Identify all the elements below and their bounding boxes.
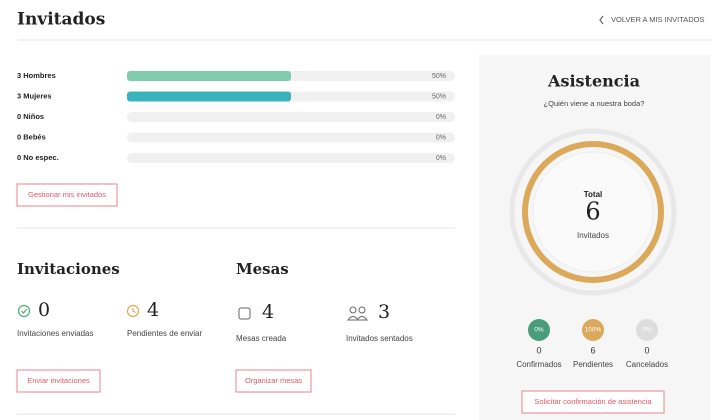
row-percent: 0% xyxy=(436,155,446,162)
seated-label: Invitados sentados xyxy=(346,334,413,343)
status-count: 0 xyxy=(536,345,541,355)
request-button[interactable] xyxy=(521,390,665,414)
back-link[interactable]: VOLVER A MIS INVITADOS xyxy=(611,15,705,24)
pending-icon xyxy=(126,304,140,318)
status-label: Pendientes xyxy=(573,360,613,369)
tables-icon xyxy=(238,307,251,320)
bar-fill xyxy=(127,91,291,102)
tables-button[interactable] xyxy=(235,369,312,393)
send-button-label[interactable]: Enviar invitaciones xyxy=(27,376,90,385)
status-percent: 100% xyxy=(585,327,602,334)
total-value: 6 xyxy=(585,198,600,226)
page-title: Invitados xyxy=(17,10,105,30)
bar-fill xyxy=(127,71,291,81)
invitations-title: Invitaciones xyxy=(17,260,120,278)
row-label: 0 No espec. xyxy=(17,153,59,162)
pending-icon-hands xyxy=(132,308,136,314)
row-percent: 0% xyxy=(436,134,446,141)
tables-title: Mesas xyxy=(236,260,289,278)
bar-track xyxy=(127,153,455,163)
manage-button[interactable] xyxy=(16,183,118,207)
row-label: 3 Hombres xyxy=(17,71,56,80)
ring-arc xyxy=(522,141,664,283)
pending-value: 4 xyxy=(147,299,159,321)
row-percent: 50% xyxy=(432,73,446,80)
back-chevron[interactable] xyxy=(599,15,604,25)
send-button[interactable] xyxy=(16,369,101,393)
status-badge xyxy=(582,319,604,341)
status-count: 6 xyxy=(590,345,595,355)
row-percent: 50% xyxy=(432,93,446,100)
row-label: 0 Bebés xyxy=(17,132,46,141)
status-count: 0 xyxy=(644,345,649,355)
status-percent: 0% xyxy=(534,327,544,334)
row-percent: 0% xyxy=(436,114,446,121)
pending-label: Pendientes de enviar xyxy=(127,329,203,338)
sent-icon xyxy=(17,304,31,318)
manage-button-label[interactable]: Gestionar mis invitados xyxy=(28,190,106,199)
guest-rows: 3 Hombres 50% 3 Mujeres 50% 0 Niños 0% 0 Bebés… xyxy=(17,71,455,163)
sent-value: 0 xyxy=(38,299,50,321)
status-percent: 0% xyxy=(642,327,652,334)
total-caption: Invitados xyxy=(577,231,609,240)
outer-ring xyxy=(509,128,677,296)
attendance-title: Asistencia xyxy=(547,72,640,91)
status-label: Cancelados xyxy=(626,360,668,369)
status-badge xyxy=(636,319,658,341)
attendance-ring xyxy=(522,141,664,283)
attendance-subtitle: ¿Quién viene a nuestra boda? xyxy=(544,99,645,108)
tables-value: 4 xyxy=(262,301,274,323)
seated-icon xyxy=(347,306,368,321)
request-button-label[interactable]: Solicitar confirmación de asistencia xyxy=(534,397,652,406)
sent-icon-check xyxy=(21,308,28,314)
total-label: Total xyxy=(584,190,603,199)
seated-value: 3 xyxy=(378,301,390,323)
sent-label: Invitaciones enviadas xyxy=(17,329,94,338)
bar-track xyxy=(127,112,455,122)
tables-button-label[interactable]: Organizar mesas xyxy=(245,376,302,385)
bar-track xyxy=(127,132,455,143)
row-label: 0 Niños xyxy=(17,112,44,121)
tables-label: Mesas creada xyxy=(236,334,287,343)
status-badge xyxy=(528,319,550,341)
inner-ring xyxy=(532,151,654,273)
row-label: 3 Mujeres xyxy=(17,91,52,100)
status-label: Confirmados xyxy=(516,360,561,369)
attendance-statuses: 0% 0 Confirmados 100% 6 Pendientes 0% 0 Cancelad… xyxy=(516,319,668,369)
